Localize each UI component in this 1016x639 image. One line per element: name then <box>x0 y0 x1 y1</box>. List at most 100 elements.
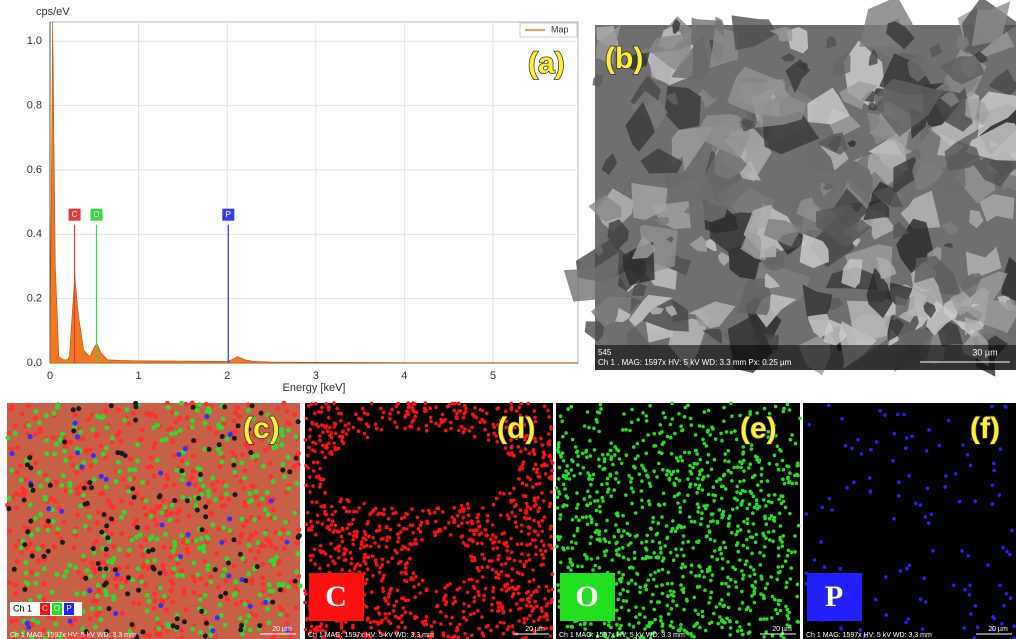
map-dot <box>376 621 380 625</box>
map-dot <box>496 558 500 562</box>
map-dot <box>520 530 524 534</box>
map-dot <box>74 470 79 475</box>
map-dot <box>603 537 607 541</box>
map-dot <box>76 406 81 411</box>
map-dot <box>512 487 516 491</box>
map-dot <box>81 493 86 498</box>
map-dot <box>874 598 878 602</box>
map-dot <box>778 512 782 516</box>
map-dot <box>961 443 965 447</box>
map-dot <box>158 586 163 591</box>
map-dot <box>239 623 244 628</box>
map-dot <box>467 514 471 518</box>
overlay-channel: Ch 1 <box>13 603 32 613</box>
map-dot <box>49 496 54 501</box>
map-dot <box>658 600 662 604</box>
map-dot <box>223 623 228 628</box>
map-dot <box>522 460 526 464</box>
map-dot <box>449 421 453 425</box>
map-dot <box>263 531 268 536</box>
map-dot <box>633 557 637 561</box>
map-dot <box>704 629 708 633</box>
map-dot <box>362 559 366 563</box>
map-dot <box>195 408 200 413</box>
map-dot <box>657 521 661 525</box>
map-dot <box>755 533 759 537</box>
map-dot <box>46 506 51 511</box>
map-dot <box>395 600 399 604</box>
map-dot <box>662 492 666 496</box>
map-dot <box>269 543 274 548</box>
map-dot <box>562 474 566 478</box>
map-dot <box>797 524 801 528</box>
map-dot <box>718 546 722 550</box>
map-dot <box>719 552 723 556</box>
map-dot <box>686 632 690 636</box>
map-dot <box>410 543 414 547</box>
map-dot <box>343 558 347 562</box>
map-dot <box>1005 550 1009 554</box>
map-dot <box>722 419 726 423</box>
map-dot <box>725 617 729 621</box>
map-dot <box>510 407 514 411</box>
map-dot <box>195 508 200 513</box>
map-dot <box>165 622 170 627</box>
map-dot <box>777 603 781 607</box>
map-dot <box>616 598 620 602</box>
map-dot <box>94 414 99 419</box>
map-dot <box>709 579 713 583</box>
map-dot <box>235 406 240 411</box>
map-dot <box>777 599 781 603</box>
map-dot <box>768 462 772 466</box>
map-dot <box>720 485 724 489</box>
map-dot <box>779 609 783 613</box>
map-dot <box>541 519 545 523</box>
map-dot <box>19 545 24 550</box>
map-dot <box>636 418 640 422</box>
map-dot <box>784 506 788 510</box>
map-dot <box>294 605 299 610</box>
map-dot <box>563 487 567 491</box>
map-dot <box>499 514 503 518</box>
map-dot <box>316 514 320 518</box>
map-dot <box>390 507 394 511</box>
map-dot <box>309 520 313 524</box>
map-dot <box>209 579 214 584</box>
map-dot <box>317 474 321 478</box>
map-dot <box>796 583 800 587</box>
map-dot <box>146 549 151 554</box>
map-dot <box>318 625 322 629</box>
map-dot <box>332 401 336 405</box>
map-dot <box>198 477 203 482</box>
map-dot <box>557 477 561 481</box>
map-dot <box>192 590 197 595</box>
map-dot <box>697 564 701 568</box>
map-dot <box>308 428 312 432</box>
map-dot <box>382 574 386 578</box>
map-dot <box>104 553 109 558</box>
map-dot <box>24 477 29 482</box>
map-dot <box>341 527 345 531</box>
map-dot <box>140 427 145 432</box>
y-tick-label: 0.8 <box>27 100 42 112</box>
map-dot <box>549 425 553 429</box>
map-dot <box>640 499 644 503</box>
map-dot <box>68 455 73 460</box>
map-dot <box>741 633 745 637</box>
map-dot <box>701 438 705 442</box>
map-dot <box>74 486 79 491</box>
map-dot <box>279 537 284 542</box>
map-dot <box>530 594 534 598</box>
map-dot <box>679 627 683 631</box>
map-dot <box>217 442 222 447</box>
map-dot <box>71 407 76 412</box>
map-dot <box>434 531 438 535</box>
map-dot <box>760 467 764 471</box>
map-dot <box>333 425 337 429</box>
map-dot <box>715 558 719 562</box>
map-dot <box>645 414 649 418</box>
map-dot <box>745 608 749 612</box>
map-dot <box>540 491 544 495</box>
map-dot <box>373 620 377 624</box>
map-dot <box>556 583 560 587</box>
